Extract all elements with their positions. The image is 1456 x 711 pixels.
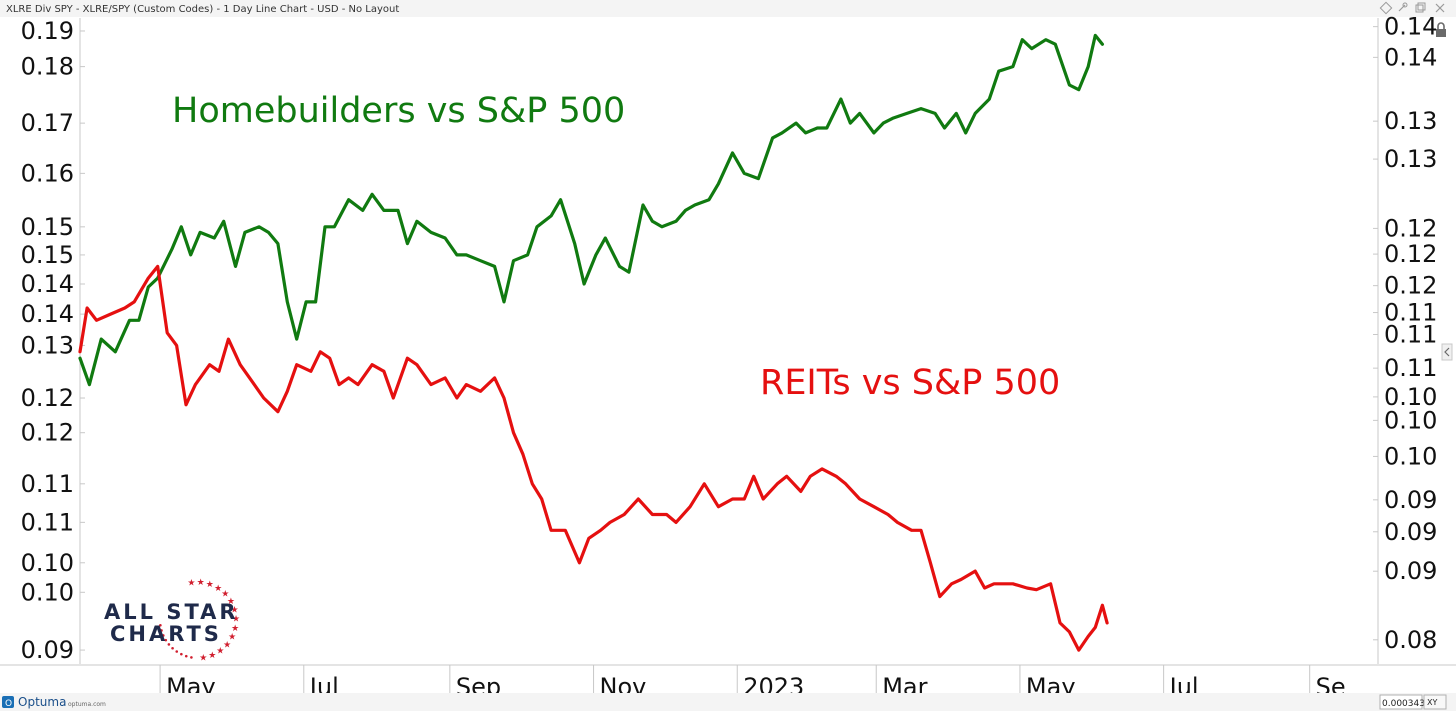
lock-icon[interactable] [1436,22,1446,37]
title-bar [0,0,1456,17]
logo-line2: CHARTS [110,622,222,646]
logo-star-icon: ★ [214,584,222,594]
plot-frame [0,18,1456,666]
x-axis: May Jul Sep Nov 2023 Mar May Jul Se [159,665,1346,701]
logo-star-icon: ★ [230,606,238,616]
annotation-reits: REITs vs S&P 500 [760,363,1060,403]
left-tick-label: 0.10 [21,549,74,577]
logo-dot [190,656,193,659]
right-tick-label: 0.10 [1384,406,1437,434]
right-tick-label: 0.10 [1384,442,1437,470]
collapse-panel-icon[interactable] [1441,343,1453,361]
right-axis: 0.140.140.130.130.120.120.120.110.110.11… [1373,13,1437,654]
optuma-logo-icon: O [2,696,14,709]
right-tick-label: 0.14 [1384,13,1437,41]
footer-brand-url: optuma.com [68,701,106,708]
logo-dot [161,634,165,637]
left-tick-label: 0.11 [21,470,74,498]
logo-star-icon: ★ [221,590,229,600]
left-tick-label: 0.15 [21,241,74,269]
logo-star-icon: ★ [197,578,205,588]
pin-icon[interactable] [1398,2,1408,12]
left-tick-label: 0.09 [21,636,74,664]
left-tick-label: 0.14 [21,300,74,328]
logo-dot [184,654,188,658]
right-tick-label: 0.11 [1384,354,1437,382]
left-tick-label: 0.13 [21,331,74,359]
footer: O Optuma optuma.com 0.000343 XY [0,693,1456,711]
xy-toggle-label: XY [1427,698,1437,707]
logo-dot [171,646,174,650]
footer-brand: Optuma [18,695,66,709]
left-tick-label: 0.17 [21,109,74,137]
left-tick-label: 0.12 [21,419,74,447]
logo-dot [159,623,162,627]
left-tick-label: 0.10 [21,578,74,606]
restore-window-icon[interactable] [1415,2,1426,13]
logo-star-icon: ★ [228,633,236,643]
logo-star-icon: ★ [216,647,224,657]
right-tick-label: 0.11 [1384,320,1437,348]
logo-star-icon: ★ [223,640,231,650]
chart-title: XLRE Div SPY - XLRE/SPY (Custom Codes) -… [6,4,399,15]
right-tick-label: 0.12 [1384,240,1437,268]
logo-star-icon: ★ [227,597,235,607]
right-tick-label: 0.09 [1384,518,1437,546]
logo-dot [167,643,171,646]
logo-star-icon: ★ [232,615,240,625]
right-tick-label: 0.13 [1384,145,1437,173]
readout-box [1379,694,1423,710]
right-tick-label: 0.09 [1384,486,1437,514]
restore-icon[interactable] [1379,1,1393,15]
left-tick-label: 0.11 [21,508,74,536]
logo-star-icon: ★ [206,580,214,590]
logo-stars: ★ ★ ★ ★★★★★★★★★★★ [159,578,240,664]
logo-dot [175,650,179,653]
left-tick-label: 0.16 [21,159,74,187]
left-tick-label: 0.15 [21,213,74,241]
right-tick-label: 0.12 [1384,272,1437,300]
logo-dot [160,629,163,632]
annotation-homebuilders: Homebuilders vs S&P 500 [172,91,625,131]
right-tick-label: 0.11 [1384,299,1437,327]
svg-text:O: O [5,699,12,709]
left-tick-label: 0.19 [21,17,74,45]
left-tick-label: 0.14 [21,270,74,298]
right-tick-label: 0.08 [1384,626,1437,654]
right-tick-label: 0.09 [1384,557,1437,585]
right-tick-label: 0.13 [1384,107,1437,135]
close-icon[interactable] [1435,3,1445,13]
series-layer [78,33,1109,652]
series-reits-line [78,264,1109,652]
cursor-readout: 0.000343 [1382,699,1425,709]
right-tick-label: 0.12 [1384,214,1437,242]
allstarcharts-logo: ★ ★ ★ ★★★★★★★★★★★ ALL STAR CHARTS [104,578,240,664]
logo-star-icon: ★ [231,624,239,634]
logo-star-icon: ★ [208,651,216,661]
logo-dot [164,638,168,642]
xy-toggle[interactable] [1423,694,1447,710]
left-axis: 0.190.180.170.160.150.150.140.140.130.12… [21,17,85,664]
series-homebuilders-line [78,33,1104,387]
left-tick-label: 0.18 [21,53,74,81]
right-tick-label: 0.14 [1384,43,1437,71]
logo-star-icon: ★ [199,654,207,664]
logo-star-icon: ★ [187,579,195,589]
right-tick-label: 0.10 [1384,383,1437,411]
window-controls [1379,1,1445,15]
left-tick-label: 0.12 [21,384,74,412]
logo-line1: ALL STAR [104,600,239,624]
logo-dot [180,652,183,656]
